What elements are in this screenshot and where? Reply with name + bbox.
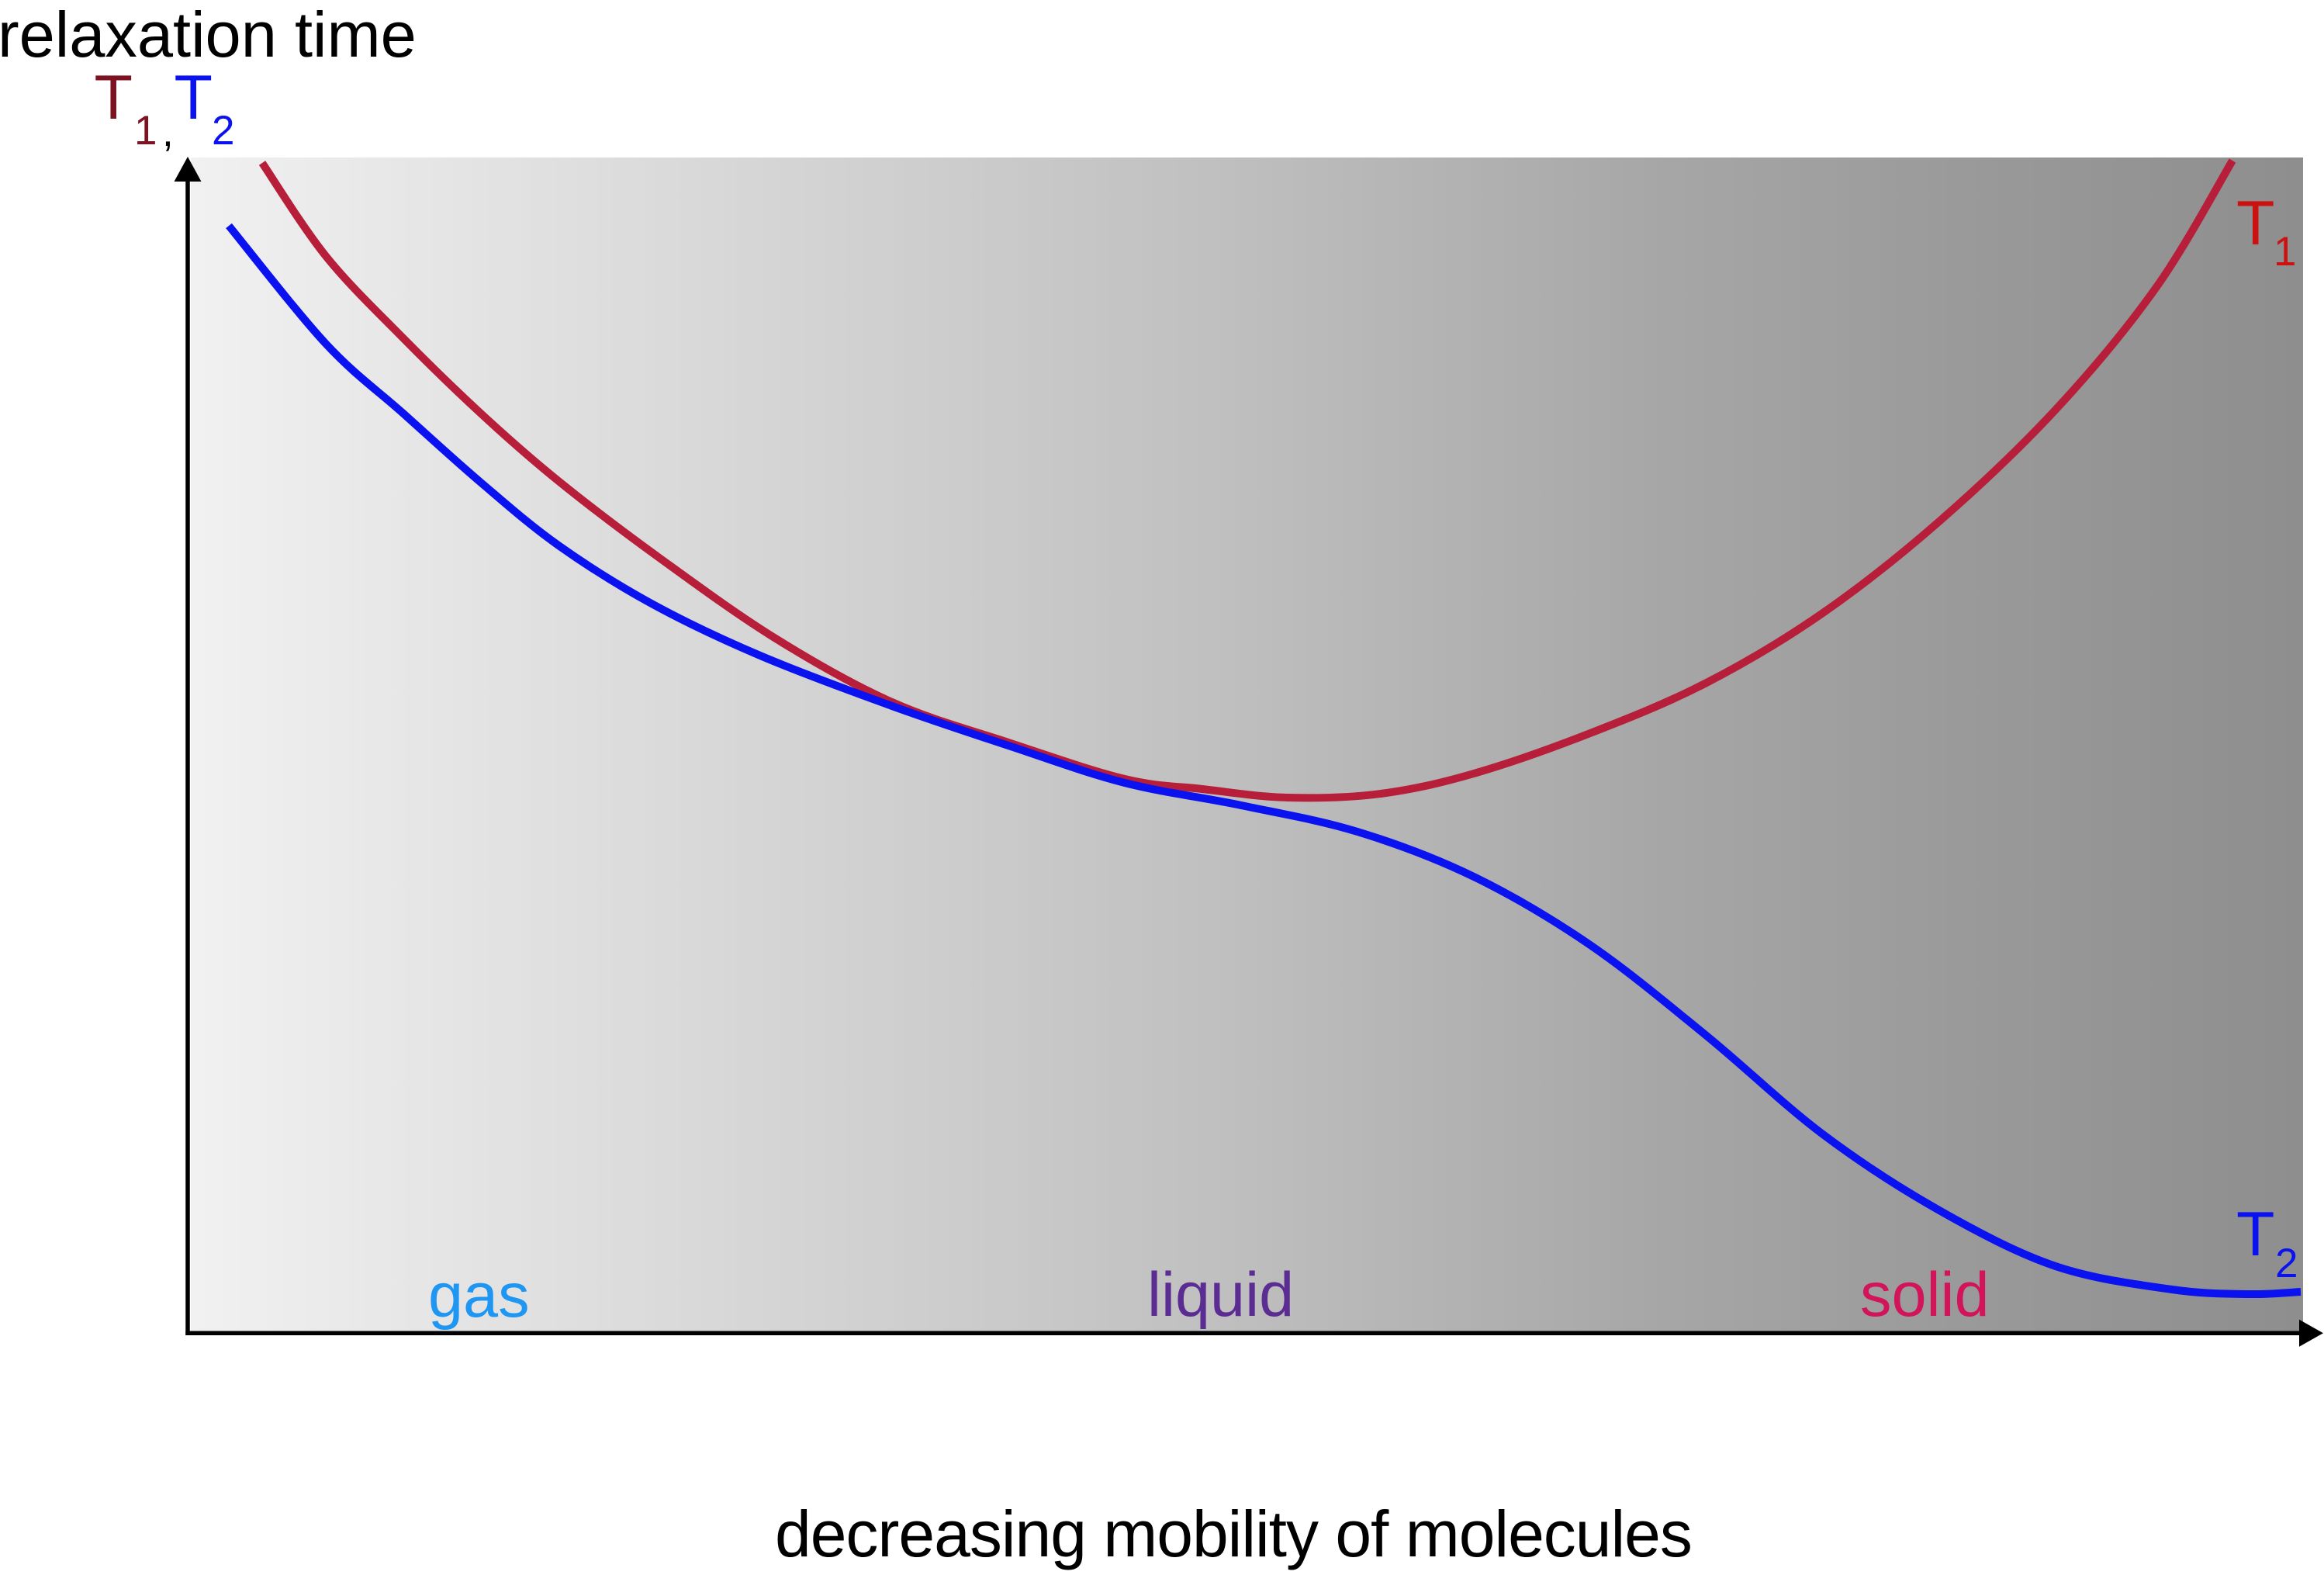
svg-text:T: T — [95, 63, 133, 133]
svg-text:solid: solid — [1860, 1260, 1990, 1330]
svg-text:2: 2 — [2275, 1241, 2298, 1286]
svg-text:1: 1 — [134, 108, 157, 154]
svg-text:gas: gas — [428, 1261, 530, 1331]
svg-text:T: T — [2236, 189, 2274, 258]
svg-text:T: T — [175, 63, 213, 133]
svg-text:,: , — [162, 109, 174, 155]
svg-text:1: 1 — [2274, 229, 2296, 275]
svg-text:decreasing mobility of molecul: decreasing mobility of molecules — [775, 1497, 1692, 1570]
svg-text:relaxation time: relaxation time — [0, 0, 417, 71]
svg-text:2: 2 — [212, 108, 234, 154]
svg-text:liquid: liquid — [1147, 1260, 1294, 1330]
svg-text:T: T — [2236, 1199, 2274, 1269]
